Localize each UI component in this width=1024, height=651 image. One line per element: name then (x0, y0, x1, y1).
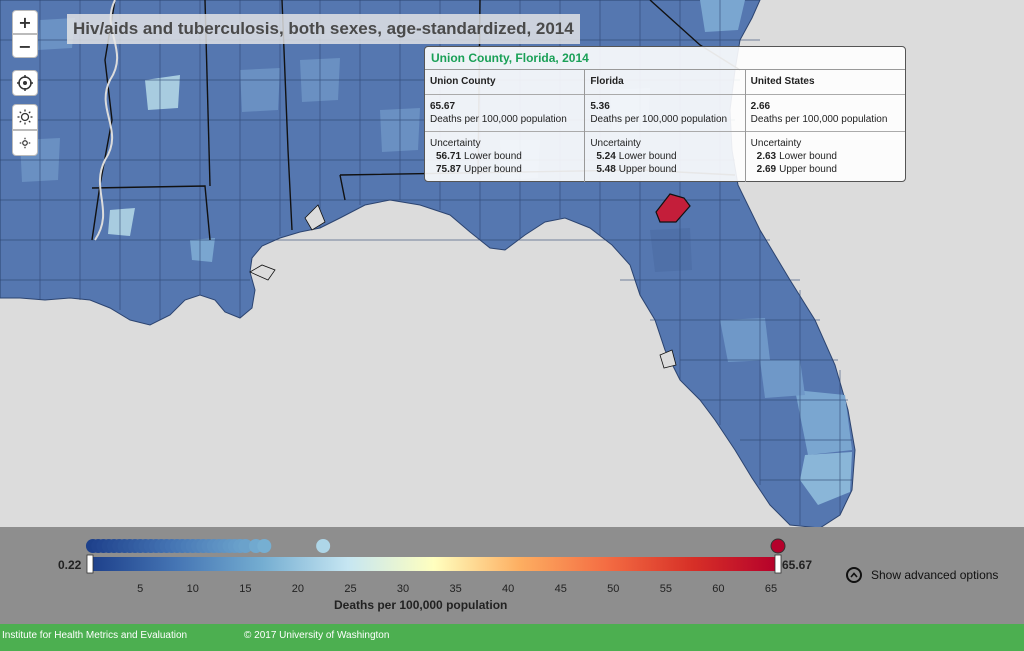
scale-tick-label: 40 (502, 583, 514, 595)
distribution-dot[interactable] (316, 539, 331, 553)
upper-bound-value: 75.87 (436, 164, 462, 175)
brightness-down-button[interactable] (12, 130, 38, 156)
scale-tick-label: 25 (344, 583, 356, 595)
lower-bound-label: Lower bound (618, 151, 677, 162)
scale-tick-label: 50 (607, 583, 619, 595)
uncertainty-label: Uncertainty (430, 138, 481, 149)
scale-tick-label: 10 (187, 583, 199, 595)
tooltip-unit: Deaths per 100,000 population (430, 114, 567, 125)
chevron-up-circle-icon (846, 567, 862, 583)
scale-tick-label: 30 (397, 583, 409, 595)
color-scale-bar (90, 557, 778, 571)
distribution-dot[interactable] (257, 539, 272, 553)
tooltip-value: 65.67 (430, 101, 456, 112)
min-slider-handle[interactable] (86, 554, 94, 574)
tooltip-location-name: Florida (585, 70, 745, 95)
uncertainty-label: Uncertainty (590, 138, 641, 149)
county-shading (20, 0, 852, 505)
tooltip-column-state: Florida 5.36 Deaths per 100,000 populati… (585, 70, 746, 182)
footer-copyright: © 2017 University of Washington (244, 630, 390, 641)
footer-institute[interactable]: Institute for Health Metrics and Evaluat… (2, 630, 188, 641)
scale-tick-label: 65 (765, 583, 777, 595)
scale-min-label: 0.22 (58, 558, 82, 572)
map-title: Hiv/aids and tuberculosis, both sexes, a… (67, 14, 580, 44)
county-tooltip: Union County, Florida, 2014 Union County… (424, 46, 906, 182)
tooltip-value: 2.66 (750, 101, 771, 112)
lower-bound-label: Lower bound (464, 151, 522, 162)
scale-tick-label: 5 (137, 583, 143, 595)
max-slider-handle[interactable] (774, 554, 782, 574)
lower-bound-value: 2.63 (756, 151, 777, 162)
crosshair-icon (17, 75, 33, 91)
tooltip-location-name: United States (745, 70, 905, 95)
sun-small-icon (19, 137, 31, 149)
locate-button[interactable] (12, 70, 38, 96)
upper-bound-label: Upper bound (779, 164, 837, 175)
advanced-options-label: Show advanced options (871, 568, 999, 582)
lower-bound-value: 5.24 (596, 151, 616, 162)
footer: Institute for Health Metrics and Evaluat… (0, 624, 1024, 651)
gulf-coast-islands (249, 204, 677, 369)
tooltip-location-name: Union County (425, 70, 585, 95)
zoom-out-button[interactable]: − (12, 34, 38, 58)
scale-tick-label: 20 (292, 583, 304, 595)
tooltip-column-county: Union County 65.67 Deaths per 100,000 po… (425, 70, 586, 182)
scale-units-label: Deaths per 100,000 population (334, 598, 508, 612)
scale-tick-label: 15 (239, 583, 251, 595)
tooltip-header: Union County, Florida, 2014 (425, 47, 905, 70)
uncertainty-label: Uncertainty (750, 138, 802, 149)
scale-tick-label: 35 (449, 583, 461, 595)
scale-tick-label: 55 (660, 583, 672, 595)
lower-bound-label: Lower bound (779, 151, 837, 162)
scale-tick-label: 45 (555, 583, 567, 595)
tooltip-column-country: United States 2.66 Deaths per 100,000 po… (745, 70, 905, 182)
lower-bound-value: 56.71 (436, 151, 462, 162)
scale-ticks: 5 10 15 20 25 30 35 40 45 50 55 60 65 (137, 583, 777, 595)
legend-panel: 5 10 15 20 25 30 35 40 45 50 55 60 65 (0, 527, 1024, 624)
legend-svg: 5 10 15 20 25 30 35 40 45 50 55 60 65 (85, 538, 786, 595)
brightness-up-button[interactable] (12, 104, 38, 130)
upper-bound-value: 5.48 (596, 164, 616, 175)
union-county-highlight[interactable] (655, 193, 691, 223)
upper-bound-value: 2.69 (756, 164, 777, 175)
upper-bound-label: Upper bound (464, 164, 522, 175)
distribution-dots (85, 538, 786, 554)
scale-max-label: 65.67 (782, 558, 813, 572)
distribution-dot[interactable] (770, 538, 786, 554)
tooltip-unit: Deaths per 100,000 population (750, 114, 888, 125)
zoom-in-button[interactable]: + (12, 10, 38, 34)
sun-large-icon (17, 109, 33, 125)
tooltip-unit: Deaths per 100,000 population (590, 114, 728, 125)
scale-tick-label: 60 (712, 583, 724, 595)
tooltip-value: 5.36 (590, 101, 610, 112)
show-advanced-options-button[interactable]: Show advanced options (846, 567, 998, 583)
upper-bound-label: Upper bound (618, 164, 677, 175)
distribution-dot[interactable] (238, 539, 253, 553)
